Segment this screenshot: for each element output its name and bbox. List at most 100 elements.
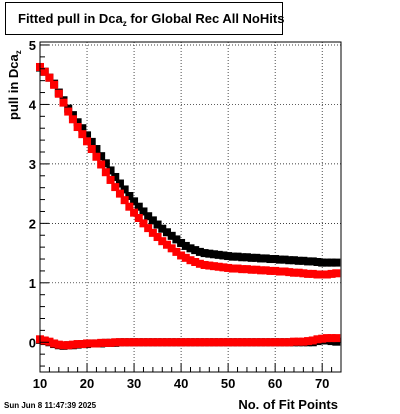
data-point bbox=[304, 337, 313, 346]
data-point bbox=[40, 336, 49, 345]
data-point bbox=[247, 253, 256, 262]
data-point bbox=[214, 250, 223, 259]
data-point bbox=[134, 214, 143, 222]
data-point bbox=[261, 266, 270, 275]
y-tick-label: 2 bbox=[29, 216, 36, 231]
y-tick-label: 0 bbox=[29, 335, 36, 350]
data-point bbox=[332, 258, 341, 267]
data-point bbox=[191, 246, 200, 255]
data-point bbox=[195, 247, 204, 256]
data-point bbox=[322, 270, 331, 279]
data-point bbox=[327, 258, 336, 267]
data-point bbox=[172, 247, 181, 256]
data-point bbox=[87, 137, 96, 146]
y-tick-label: 1 bbox=[29, 276, 36, 291]
data-point bbox=[78, 124, 87, 133]
data-point bbox=[242, 338, 251, 347]
data-point bbox=[266, 338, 275, 347]
data-point bbox=[73, 123, 82, 132]
data-point bbox=[45, 73, 54, 82]
data-point bbox=[257, 266, 266, 275]
timestamp: Sun Jun 8 11:47:39 2025 bbox=[4, 401, 97, 410]
data-point bbox=[162, 228, 171, 237]
data-point bbox=[64, 341, 73, 350]
data-point bbox=[177, 238, 186, 247]
grid-lines bbox=[39, 42, 341, 372]
data-point bbox=[210, 262, 219, 271]
data-point bbox=[68, 115, 77, 124]
data-point bbox=[275, 255, 284, 264]
data-point bbox=[327, 334, 336, 343]
data-point bbox=[191, 258, 200, 266]
data-point bbox=[228, 264, 237, 273]
data-point bbox=[78, 130, 87, 139]
x-tick-label: 20 bbox=[80, 376, 94, 391]
data-point bbox=[332, 269, 341, 278]
data-point bbox=[153, 338, 162, 347]
y-tick-label: 3 bbox=[29, 157, 36, 172]
data-point bbox=[214, 338, 223, 347]
data-point bbox=[92, 339, 101, 348]
data-point bbox=[289, 256, 298, 265]
data-point bbox=[280, 338, 289, 347]
y-tick-label: 5 bbox=[29, 38, 36, 53]
data-point bbox=[205, 249, 214, 258]
data-point bbox=[266, 266, 275, 275]
data-point bbox=[332, 334, 341, 343]
data-point bbox=[275, 338, 284, 347]
data-point bbox=[158, 224, 167, 233]
data-point bbox=[177, 251, 186, 260]
data-point bbox=[172, 235, 181, 244]
data-point bbox=[40, 67, 49, 76]
data-point bbox=[181, 241, 190, 250]
data-point bbox=[125, 192, 134, 200]
data-point bbox=[106, 338, 115, 347]
data-point bbox=[280, 267, 289, 276]
data-point bbox=[181, 253, 190, 262]
chart-title-suffix: for Global Rec All NoHits bbox=[126, 11, 285, 26]
data-point bbox=[120, 185, 129, 194]
data-point bbox=[97, 160, 106, 169]
data-point bbox=[200, 260, 209, 269]
data-point bbox=[130, 208, 139, 217]
data-point bbox=[92, 145, 101, 154]
chart-title-main: Fitted pull in Dca bbox=[18, 11, 123, 26]
data-point bbox=[64, 107, 73, 116]
data-point bbox=[139, 219, 148, 228]
x-tick-label: 70 bbox=[315, 376, 329, 391]
data-point bbox=[153, 220, 162, 229]
data-point bbox=[195, 259, 204, 268]
data-point bbox=[210, 250, 219, 259]
x-tick-label: 10 bbox=[33, 376, 47, 391]
data-point bbox=[224, 263, 233, 272]
data-point bbox=[285, 268, 294, 277]
data-point bbox=[219, 338, 228, 347]
data-point bbox=[327, 269, 336, 278]
x-tick-label: 60 bbox=[268, 376, 282, 391]
data-point bbox=[120, 338, 129, 347]
x-axis-label: No. of Fit Points bbox=[238, 397, 338, 412]
data-point bbox=[87, 339, 96, 348]
data-point bbox=[101, 338, 110, 347]
data-point bbox=[318, 334, 327, 343]
data-point bbox=[318, 258, 327, 267]
data-point bbox=[125, 338, 134, 347]
data-point bbox=[73, 118, 82, 127]
data-point bbox=[200, 338, 209, 347]
data-point bbox=[247, 265, 256, 274]
data-point bbox=[134, 338, 143, 347]
data-point bbox=[238, 338, 247, 347]
data-point bbox=[83, 137, 92, 146]
data-point bbox=[162, 338, 171, 347]
data-markers bbox=[36, 62, 341, 350]
data-point bbox=[134, 202, 143, 211]
data-point bbox=[322, 334, 331, 343]
data-point bbox=[238, 265, 247, 274]
data-point bbox=[120, 196, 129, 205]
data-point bbox=[153, 233, 162, 242]
y-tick-label: 4 bbox=[29, 97, 37, 112]
data-point bbox=[87, 145, 96, 154]
data-point bbox=[144, 224, 153, 233]
title-box: Fitted pull in Dcaz for Global Rec All N… bbox=[5, 2, 285, 35]
data-point bbox=[101, 159, 110, 168]
